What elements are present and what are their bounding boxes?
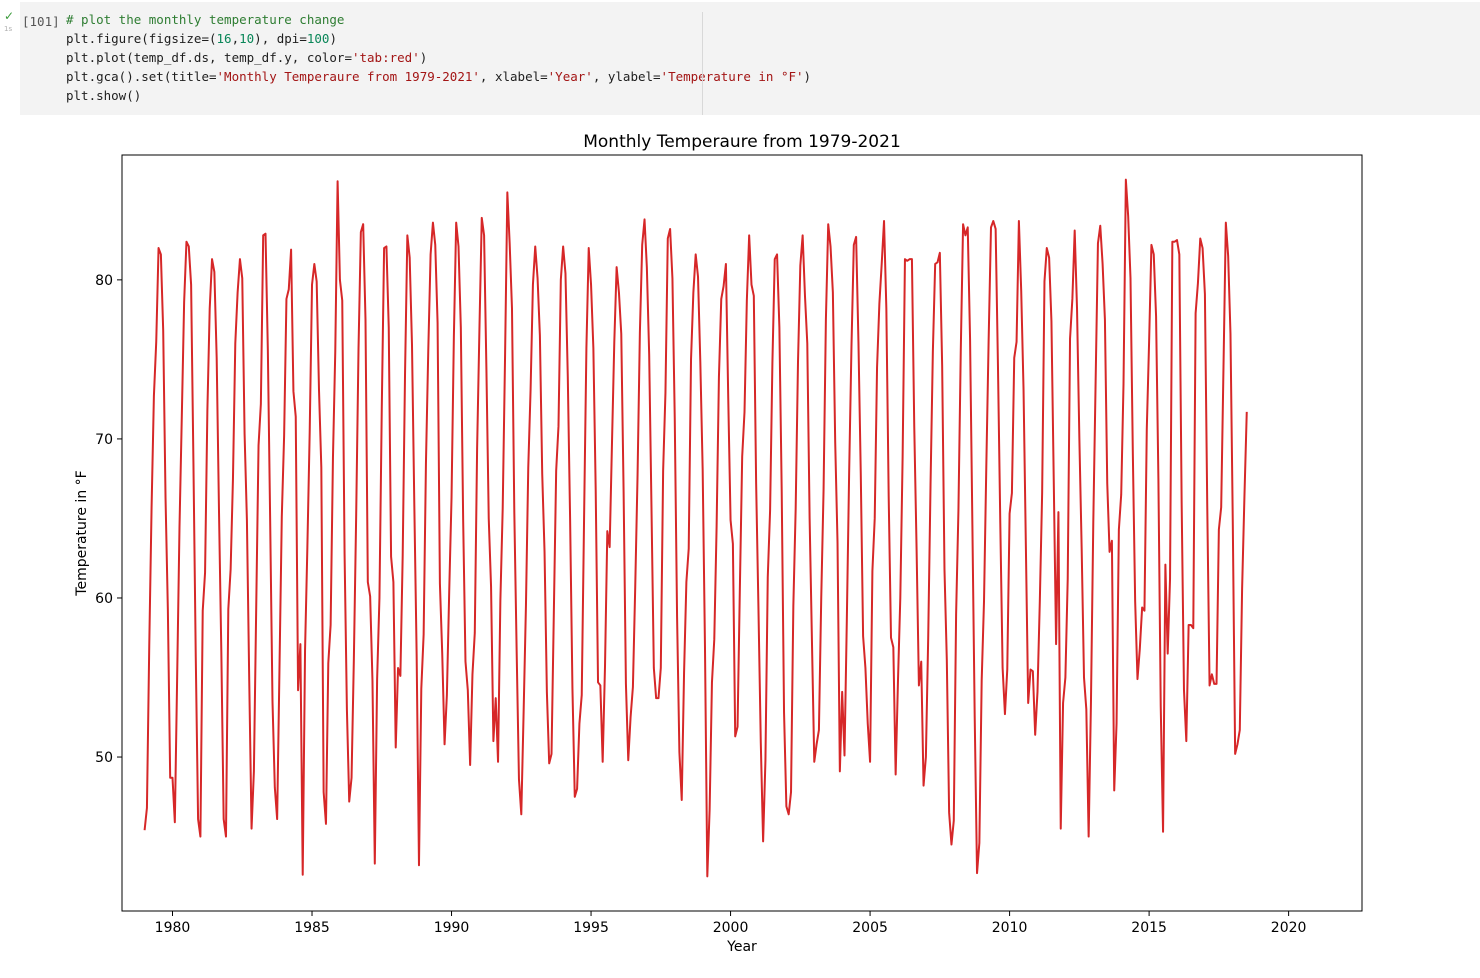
code-text[interactable]: # plot the monthly temperature change plt… <box>66 10 811 105</box>
code-line: # plot the monthly temperature change <box>66 10 811 29</box>
x-tick-label: 2000 <box>713 920 749 936</box>
x-tick-label: 1990 <box>434 920 470 936</box>
x-tick-label: 2015 <box>1131 920 1167 936</box>
cell-gutter: ✓ 1s <box>0 0 20 116</box>
execution-count: [101] <box>22 14 60 29</box>
code-token: 'tab:red' <box>351 50 420 65</box>
code-token: , <box>231 31 240 46</box>
y-tick-label: 50 <box>95 750 113 766</box>
code-token: 10 <box>239 31 255 46</box>
y-tick-label: 70 <box>95 432 113 448</box>
cell-output: Monthly Temperaure from 1979-2021 1980 198… <box>0 118 1480 978</box>
x-tick-label: 2005 <box>852 920 888 936</box>
code-line: plt.figure(figsize=(16,10), dpi=100) <box>66 29 811 48</box>
code-token: ), dpi= <box>254 31 307 46</box>
code-token: 100 <box>306 31 330 46</box>
chart-title: Monthly Temperaure from 1979-2021 <box>583 132 901 152</box>
x-tick-label: 2010 <box>992 920 1028 936</box>
code-token: ) <box>803 69 812 84</box>
x-tick-label: 1980 <box>155 920 191 936</box>
x-tick-label: 2020 <box>1271 920 1307 936</box>
code-token: plt.plot(temp_df.ds, temp_df.y, color= <box>66 50 352 65</box>
code-token: plt.show() <box>66 88 142 103</box>
code-token: , xlabel= <box>479 69 548 84</box>
run-time-label: 1s <box>4 25 13 33</box>
y-axis-label: Temperature in °F <box>74 470 90 596</box>
x-tick-label: 1985 <box>294 920 330 936</box>
code-editor[interactable]: [101] # plot the monthly temperature cha… <box>20 2 1480 115</box>
code-token: 16 <box>216 31 232 46</box>
editor-ruler <box>702 12 703 115</box>
code-token: 'Year' <box>547 69 593 84</box>
temperature-line-chart: Monthly Temperaure from 1979-2021 1980 198… <box>74 132 1363 955</box>
check-icon: ✓ <box>4 9 15 23</box>
code-token: 'Monthly Temperaure from 1979-2021' <box>216 69 480 84</box>
x-axis-label: Year <box>726 939 757 955</box>
axes-frame <box>121 154 1363 912</box>
code-token: 'Temperature in °F' <box>660 69 804 84</box>
y-tick-label: 80 <box>95 273 113 289</box>
code-token: plt.figure(figsize=( <box>66 31 217 46</box>
y-tick-label: 60 <box>95 591 113 607</box>
code-line: plt.gca().set(title='Monthly Temperaure … <box>66 67 811 86</box>
code-token: , ylabel= <box>592 69 661 84</box>
notebook-code-cell[interactable]: ✓ 1s [101] # plot the monthly temperatur… <box>0 0 1480 116</box>
code-token: plt.gca().set(title= <box>66 69 217 84</box>
code-line: plt.show() <box>66 86 811 105</box>
x-tick-label: 1995 <box>573 920 609 936</box>
code-token: ) <box>329 31 337 46</box>
code-token: ) <box>419 50 428 65</box>
series-line <box>143 178 1248 878</box>
code-token: # plot the monthly temperature change <box>66 12 345 27</box>
code-line: plt.plot(temp_df.ds, temp_df.y, color='t… <box>66 48 811 67</box>
